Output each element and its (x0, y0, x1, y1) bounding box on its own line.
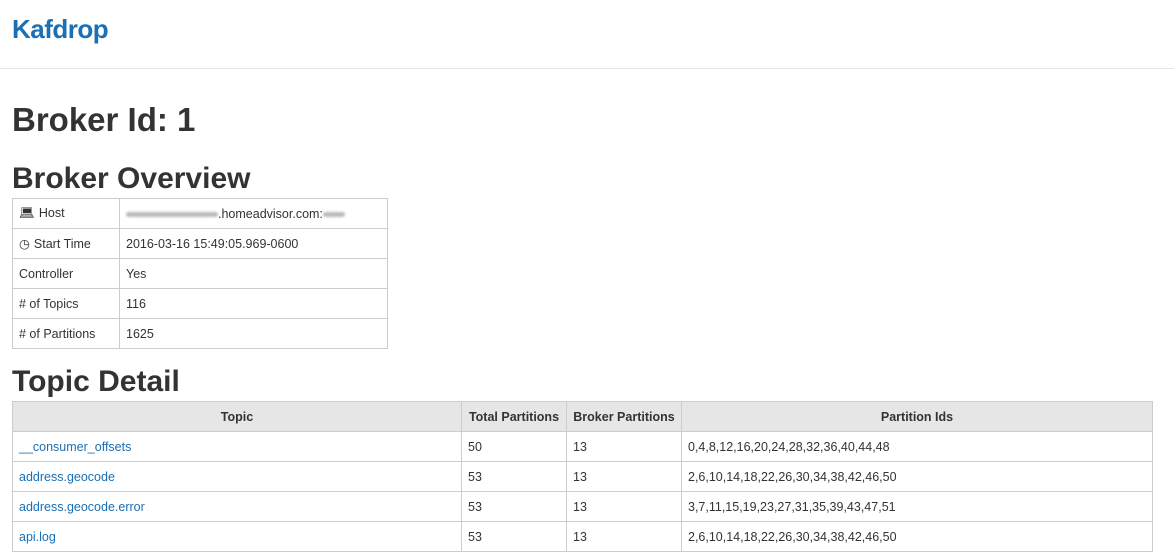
table-row: ◷ Start Time 2016-03-16 15:49:05.969-0600 (12, 228, 388, 259)
column-partition-ids: Partition Ids (681, 401, 1153, 432)
redacted-port (322, 211, 345, 217)
topics-label: # of Topics (12, 288, 120, 319)
total-partitions: 53 (461, 521, 567, 552)
controller-value: Yes (119, 258, 388, 289)
table-row: address.geocode 53 13 2,6,10,14,18,22,26… (12, 461, 1153, 492)
brand-link[interactable]: Kafdrop (12, 14, 109, 44)
laptop-icon: 💻︎ (19, 206, 35, 220)
broker-overview-table: 💻︎ Host .homeadvisor.com: ◷ Start Time 201… (12, 198, 388, 349)
partition-ids: 2,6,10,14,18,22,26,30,34,38,42,46,50 (681, 521, 1153, 552)
column-topic: Topic (12, 401, 462, 432)
partitions-label: # of Partitions (12, 318, 120, 349)
table-row: Controller Yes (12, 258, 388, 289)
partition-ids: 0,4,8,12,16,20,24,28,32,36,40,44,48 (681, 431, 1153, 462)
host-label: Host (38, 206, 65, 220)
topic-detail-heading: Topic Detail (12, 365, 180, 398)
partition-ids: 2,6,10,14,18,22,26,30,34,38,42,46,50 (681, 461, 1153, 492)
topics-value: 116 (119, 288, 388, 319)
total-partitions: 50 (461, 431, 567, 462)
partition-ids: 3,7,11,15,19,23,27,31,35,39,43,47,51 (681, 491, 1153, 522)
navbar: Kafdrop (0, 0, 1174, 69)
table-row: address.geocode.error 53 13 3,7,11,15,19… (12, 491, 1153, 522)
topic-link[interactable]: address.geocode (19, 469, 115, 484)
broker-partitions: 13 (566, 521, 682, 552)
redacted-host (126, 211, 218, 217)
broker-overview-heading: Broker Overview (12, 162, 251, 195)
start-time-value: 2016-03-16 15:49:05.969-0600 (119, 228, 388, 259)
broker-partitions: 13 (566, 461, 682, 492)
table-row: # of Partitions 1625 (12, 318, 388, 349)
page-title: Broker Id: 1 (12, 101, 196, 138)
topic-link[interactable]: address.geocode.error (19, 499, 145, 514)
table-header: Topic Total Partitions Broker Partitions… (12, 401, 1153, 432)
topic-detail-table: Topic Total Partitions Broker Partitions… (12, 401, 1153, 552)
table-row: # of Topics 116 (12, 288, 388, 319)
partitions-value: 1625 (119, 318, 388, 349)
table-row: 💻︎ Host .homeadvisor.com: (12, 198, 388, 229)
start-time-label: Start Time (33, 237, 91, 251)
table-row: api.log 53 13 2,6,10,14,18,22,26,30,34,3… (12, 521, 1153, 552)
total-partitions: 53 (461, 461, 567, 492)
broker-partitions: 13 (566, 431, 682, 462)
controller-label: Controller (12, 258, 120, 289)
broker-partitions: 13 (566, 491, 682, 522)
clock-icon: ◷ (19, 237, 30, 251)
table-row: __consumer_offsets 50 13 0,4,8,12,16,20,… (12, 431, 1153, 462)
topic-link[interactable]: api.log (19, 529, 56, 544)
total-partitions: 53 (461, 491, 567, 522)
column-broker-partitions: Broker Partitions (566, 401, 682, 432)
topic-link[interactable]: __consumer_offsets (19, 439, 132, 454)
host-value: .homeadvisor.com: (119, 198, 388, 229)
column-total-partitions: Total Partitions (461, 401, 567, 432)
